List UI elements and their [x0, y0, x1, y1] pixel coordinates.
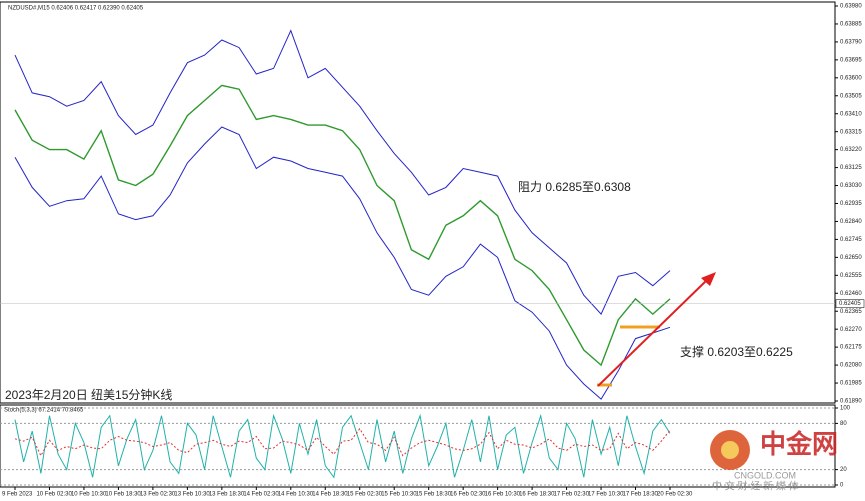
trend-arrow: [597, 278, 709, 387]
x-tick-label: 17 Feb 18:30: [623, 492, 659, 498]
x-tick-label: 15 Feb 10:30: [381, 492, 417, 498]
y-tick-label: 0.62270: [840, 327, 862, 333]
y-tick-label: 0.63980: [840, 4, 862, 10]
x-tick-label: 13 Feb 18:30: [209, 492, 245, 498]
y-tick-label: 0.63030: [840, 183, 862, 189]
logo-icon: [721, 441, 739, 459]
x-tick-label: 15 Feb 18:30: [416, 492, 452, 498]
y-tick-label: 0.62460: [840, 291, 862, 297]
y-tick-label: 0.63695: [840, 57, 862, 63]
band-line: [14, 29, 671, 315]
y-tick-label: 0.63790: [840, 39, 862, 45]
y-tick-label: 20: [840, 467, 847, 473]
y-tick-label: 0: [840, 483, 844, 489]
x-tick-label: 14 Feb 18:30: [312, 492, 348, 498]
y-tick-label: 0.63885: [840, 22, 862, 28]
resistance-note: 阻力 0.6285至0.6308: [518, 180, 631, 194]
x-tick-label: 14 Feb 02:30: [243, 492, 279, 498]
y-tick-label: 0.62935: [840, 201, 862, 207]
x-tick-label: 16 Feb 02:30: [450, 492, 486, 498]
x-tick-label: 10 Feb 18:30: [105, 492, 141, 498]
y-tick-label: 0.63220: [840, 147, 862, 153]
chart-title: NZDUSD#,M15 0.62406 0.62417 0.62390 0.62…: [8, 6, 144, 12]
y-tick-label: 0.63600: [840, 75, 862, 81]
stoch-title: Stoch(5,3,3) 67.2414 70.8465: [4, 408, 84, 414]
watermark: 中金网 CNGOLD.COM 中 文 财 经 新 媒 体: [710, 429, 838, 493]
y-tick-label: 0.61890: [840, 399, 862, 405]
y-tick-label: 0.62650: [840, 255, 862, 261]
x-tick-label: 14 Feb 10:30: [278, 492, 314, 498]
x-tick-label: 15 Feb 02:30: [347, 492, 383, 498]
y-tick-label: 0.63125: [840, 165, 862, 171]
x-tick-label: 9 Feb 2023: [2, 492, 33, 498]
x-tick-label: 10 Feb 02:30: [36, 492, 72, 498]
price-line: [14, 84, 671, 367]
x-tick-label: 17 Feb 02:30: [554, 492, 590, 498]
y-tick-label: 80: [840, 421, 847, 427]
x-tick-label: 13 Feb 10:30: [174, 492, 210, 498]
last-price-label: 0.62405: [839, 301, 861, 307]
price-pane: [0, 1, 836, 404]
last-price-box: [835, 299, 865, 308]
stoch-pane: [0, 404, 836, 488]
y-tick-label: 0.63410: [840, 111, 862, 117]
y-tick-label: 100: [840, 406, 851, 412]
band-line: [14, 126, 671, 400]
x-tick-label: 13 Feb 02:30: [140, 492, 176, 498]
y-tick-label: 0.62555: [840, 273, 862, 279]
y-tick-label: 0.62365: [840, 309, 862, 315]
x-tick-label: 17 Feb 10:30: [588, 492, 624, 498]
x-tick-label: 10 Feb 10:30: [71, 492, 107, 498]
y-tick-label: 0.62840: [840, 219, 862, 225]
y-tick-label: 0.61985: [840, 381, 862, 387]
y-tick-label: 0.62745: [840, 237, 862, 243]
logo-site: CNGOLD.COM: [734, 470, 796, 480]
support-note: 支撑 0.6203至0.6225: [680, 344, 793, 359]
chart-caption: 2023年2月20日 纽美15分钟K线: [5, 387, 172, 402]
stoch-line: [14, 413, 671, 479]
arrow-head: [701, 272, 716, 286]
y-tick-label: 0.63505: [840, 93, 862, 99]
x-tick-label: 16 Feb 18:30: [519, 492, 555, 498]
x-tick-label: 16 Feb 10:30: [485, 492, 521, 498]
y-tick-label: 0.63315: [840, 129, 862, 135]
logo-text: 中金网: [760, 429, 838, 459]
logo-slogan: 中 文 财 经 新 媒 体: [712, 480, 799, 493]
x-tick-label: 20 Feb 02:30: [657, 492, 693, 498]
y-tick-label: 0.62175: [840, 345, 862, 351]
y-tick-label: 0.62080: [840, 363, 862, 369]
